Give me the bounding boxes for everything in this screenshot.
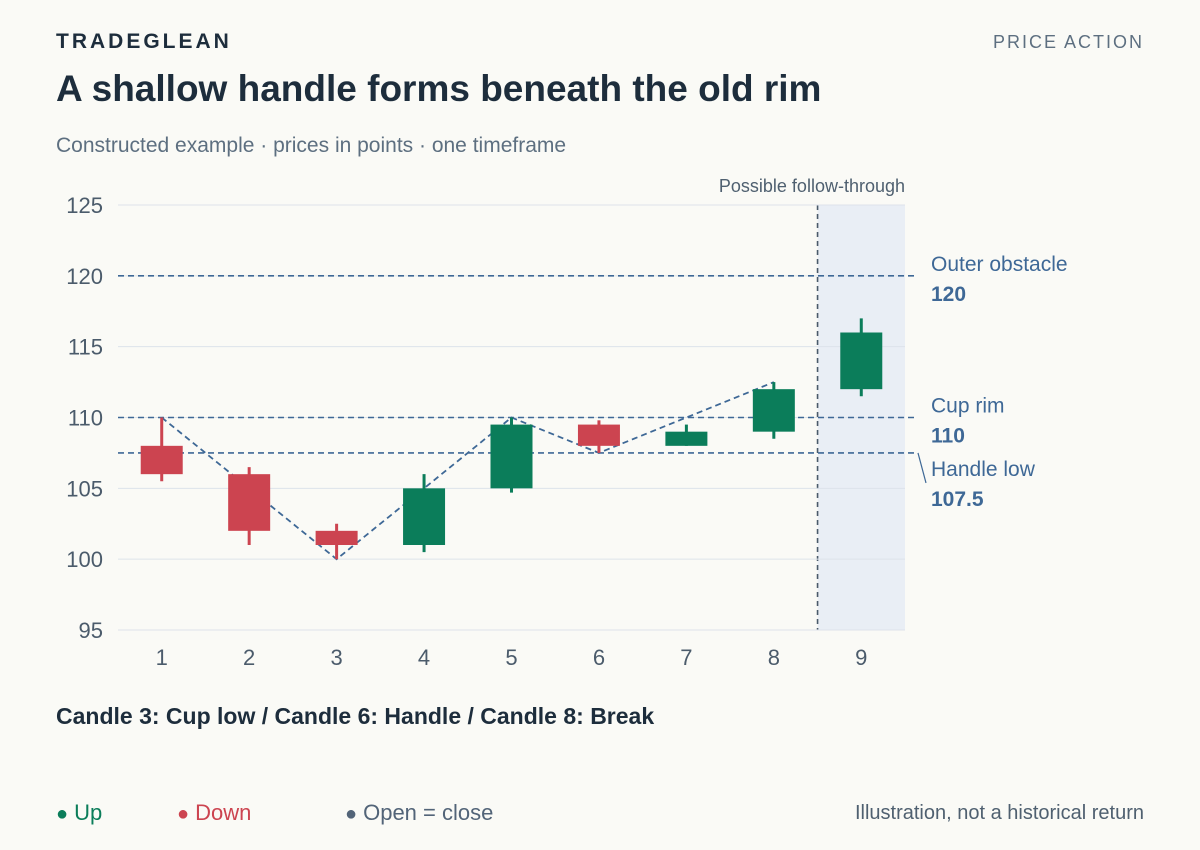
level-value: 107.5 [931,488,984,511]
x-tick-label: 4 [418,645,430,670]
x-tick-label: 7 [680,645,692,670]
x-tick-label: 6 [593,645,605,670]
x-tick-label: 9 [855,645,867,670]
legend-up: ● Up [56,800,102,826]
level-name: Cup rim [931,395,1005,418]
x-tick-label: 8 [768,645,780,670]
page-subtitle: Constructed example · prices in points ·… [56,134,567,157]
pattern-path [161,381,775,561]
brand-name: TRADEGLEAN [56,30,232,53]
level-leader [917,452,927,484]
y-tick-label: 115 [68,335,103,360]
candle-body [752,389,795,432]
candle-body [315,530,358,545]
level-value: 120 [931,283,966,306]
level-value: 110 [931,425,965,448]
candle-body [665,431,708,446]
candle-body [403,488,446,545]
legend-flat: ● Open = close [345,800,493,826]
x-tick-label: 1 [156,645,168,670]
y-tick-label: 95 [79,618,103,643]
legend-down: ● Down [177,800,251,826]
level-name: Handle low [931,458,1036,481]
up-dot-icon: ● [56,803,69,825]
candle-body [490,424,533,489]
candle-body [577,424,620,446]
x-tick-label: 3 [330,645,342,670]
candle-body [228,474,271,531]
legend-down-label: Down [195,800,252,825]
y-tick-label: 125 [66,193,103,218]
legend-flat-label: Open = close [363,800,494,825]
candle-body [140,445,183,475]
page-title: A shallow handle forms beneath the old r… [56,68,822,109]
level-name: Outer obstacle [931,253,1068,276]
section-label: PRICE ACTION [992,32,1144,52]
candle-body [840,332,883,390]
chart-caption: Candle 3: Cup low / Candle 6: Handle / C… [56,703,655,729]
projection-label: Possible follow-through [719,176,905,196]
x-tick-label: 2 [243,645,255,670]
y-tick-label: 120 [66,264,103,289]
legend-up-label: Up [74,800,103,825]
down-dot-icon: ● [177,803,190,825]
y-tick-label: 110 [68,406,103,431]
y-tick-label: 105 [66,476,103,501]
disclaimer-note: Illustration, not a historical return [854,802,1144,824]
y-tick-label: 100 [66,547,103,572]
x-tick-label: 5 [505,645,517,670]
flat-dot-icon: ● [345,803,358,825]
